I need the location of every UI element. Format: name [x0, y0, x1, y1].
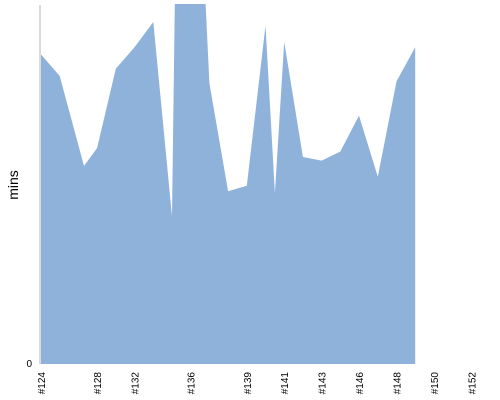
x-tick-label: #139	[243, 372, 254, 395]
x-axis-ticks: #124 #128 #132 #136 #139 #141 #143 #146 #148 #150…	[37, 372, 478, 395]
x-tick-label: #150	[430, 372, 441, 395]
y-axis-ticks: 0	[26, 359, 32, 370]
plot-area	[41, 4, 416, 364]
x-tick-label: #136	[187, 372, 198, 395]
x-tick-label: #146	[355, 372, 366, 395]
x-tick-label: #141	[280, 372, 291, 395]
x-tick-label: #124	[37, 372, 48, 395]
x-tick-label: #132	[131, 372, 142, 395]
y-tick-label: 0	[26, 359, 32, 370]
x-tick-label: #148	[393, 372, 404, 395]
series-area-0	[41, 4, 416, 364]
x-tick-label: #143	[318, 372, 329, 395]
x-tick-label: #128	[93, 372, 104, 395]
x-tick-label: #152	[467, 372, 478, 395]
y-axis-label: mins	[5, 170, 21, 200]
